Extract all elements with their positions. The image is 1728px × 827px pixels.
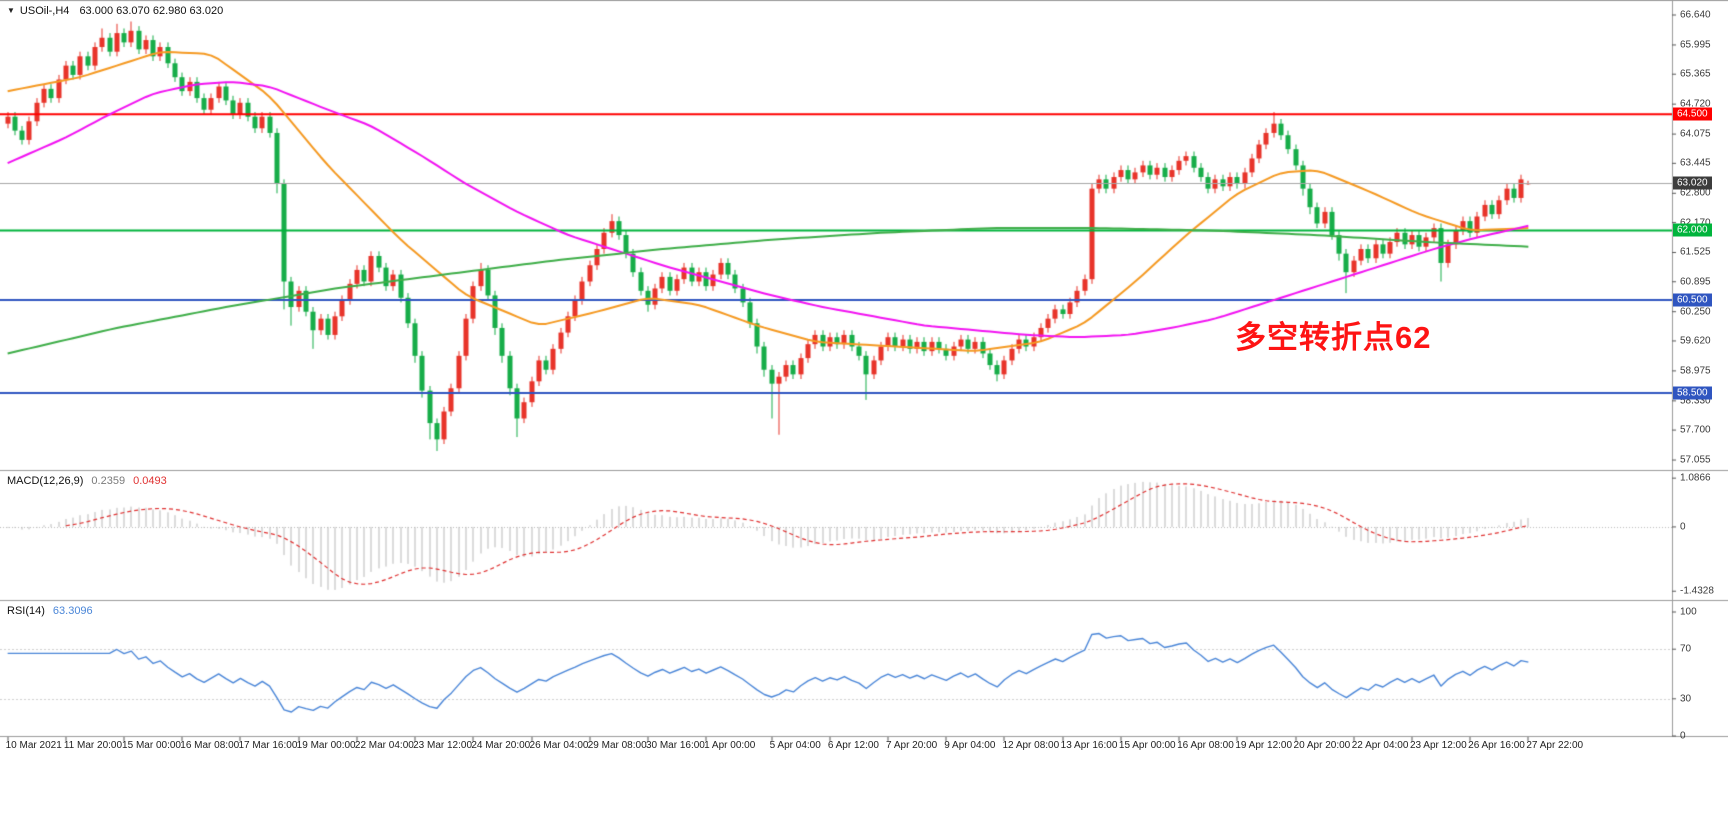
time-axis-label: 23 Mar 12:00 [413, 740, 473, 751]
macd-axis-label: -1.4328 [1680, 585, 1714, 597]
time-axis-label: 16 Mar 08:00 [180, 740, 240, 751]
symbol-info: ▼ USOil-,H4 63.000 63.070 62.980 63.020 [7, 5, 223, 17]
time-axis-label: 5 Apr 04:00 [769, 740, 821, 751]
price-axis-label: 64.720 [1680, 98, 1711, 110]
time-axis-label: 11 Mar 20:00 [63, 740, 123, 751]
time-axis-label: 15 Apr 00:00 [1118, 740, 1176, 751]
time-axis-label: 19 Apr 12:00 [1235, 740, 1293, 751]
price-axis-label: 63.445 [1680, 157, 1711, 169]
rsi-axis-label: 70 [1680, 643, 1692, 655]
time-axis-label: 1 Apr 00:00 [704, 740, 756, 751]
time-axis-label: 6 Apr 12:00 [827, 740, 879, 751]
price-axis-label: 60.895 [1680, 276, 1711, 288]
macd-axis-label: 1.0866 [1680, 472, 1711, 484]
rsi-name: RSI(14) [7, 605, 45, 617]
time-axis-label: 24 Mar 20:00 [471, 740, 531, 751]
time-axis-label: 15 Mar 00:00 [122, 740, 181, 751]
time-axis-label: 19 Mar 00:00 [296, 740, 356, 751]
current-price-tag: 63.020 [1673, 176, 1712, 190]
macd-name: MACD(12,26,9) [7, 475, 84, 487]
rsi-axis-label: 30 [1680, 693, 1692, 705]
price-axis-label: 57.700 [1680, 424, 1711, 436]
price-scale[interactable]: 66.640 65.995 65.365 64.720 64.075 63.445 62.8… [1672, 0, 1728, 760]
time-axis-label: 16 Apr 08:00 [1177, 740, 1234, 751]
price-axis-label: 58.330 [1680, 395, 1711, 407]
price-axis-label: 62.170 [1680, 217, 1711, 229]
price-axis-label: 61.525 [1680, 246, 1711, 258]
time-axis-label: 27 Apr 22:00 [1526, 740, 1584, 751]
time-axis-label: 17 Mar 16:00 [238, 740, 298, 751]
time-axis-label: 23 Apr 12:00 [1409, 740, 1467, 751]
time-axis-label: 29 Mar 08:00 [587, 740, 647, 751]
symbol-period-label: USOil-,H4 [19, 5, 70, 17]
time-axis-label: 26 Mar 04:00 [529, 740, 589, 751]
price-axis-label: 65.995 [1680, 39, 1711, 51]
price-axis-label: 59.620 [1680, 335, 1711, 347]
rsi-indicator-label: RSI(14) 63.3096 [7, 605, 93, 617]
time-axis-label: 9 Apr 04:00 [944, 740, 996, 751]
time-axis-label: 7 Apr 20:00 [886, 740, 938, 751]
rsi-axis-label: 100 [1680, 606, 1697, 618]
time-axis-label: 26 Apr 16:00 [1468, 740, 1525, 751]
annotation-text[interactable]: 多空转折点62 [1235, 320, 1432, 355]
macd-indicator-label: MACD(12,26,9) 0.2359 0.0493 [7, 475, 167, 487]
time-axis-label: 12 Apr 08:00 [1002, 740, 1060, 751]
hline-price-tag: 60.500 [1673, 293, 1712, 307]
price-axis-label: 62.800 [1680, 187, 1711, 199]
time-axis-label: 22 Mar 04:00 [354, 740, 414, 751]
price-axis-label: 57.055 [1680, 454, 1711, 466]
hline-price-tag: 58.500 [1673, 386, 1712, 400]
symbol-dropdown-icon[interactable]: ▼ [7, 6, 15, 15]
time-axis-label: 20 Apr 20:00 [1293, 740, 1351, 751]
price-axis-label: 66.640 [1680, 9, 1711, 21]
hline-price-tag: 64.500 [1673, 107, 1712, 121]
price-axis-label: 64.075 [1680, 128, 1711, 140]
time-axis-label: 13 Apr 16:00 [1060, 740, 1118, 751]
time-axis-label: 22 Apr 04:00 [1351, 740, 1409, 751]
price-axis-label: 58.975 [1680, 365, 1711, 377]
macd-signal-value: 0.0493 [133, 475, 167, 487]
time-axis-label: 30 Mar 16:00 [645, 740, 705, 751]
time-axis[interactable]: 10 Mar 2021 11 Mar 20:00 15 Mar 00:00 16 Ma… [0, 738, 1728, 758]
time-axis-label: 10 Mar 2021 [5, 740, 62, 751]
price-axis-label: 65.365 [1680, 68, 1711, 80]
rsi-value: 63.3096 [52, 605, 93, 617]
rsi-axis-label: 0 [1680, 730, 1686, 742]
hline-price-tag: 62.000 [1673, 223, 1712, 237]
macd-axis-label: 0 [1680, 521, 1686, 533]
ohlc-readout: 63.000 63.070 62.980 63.020 [79, 5, 224, 17]
price-axis-label: 60.250 [1680, 306, 1711, 318]
macd-value: 0.2359 [91, 475, 126, 487]
